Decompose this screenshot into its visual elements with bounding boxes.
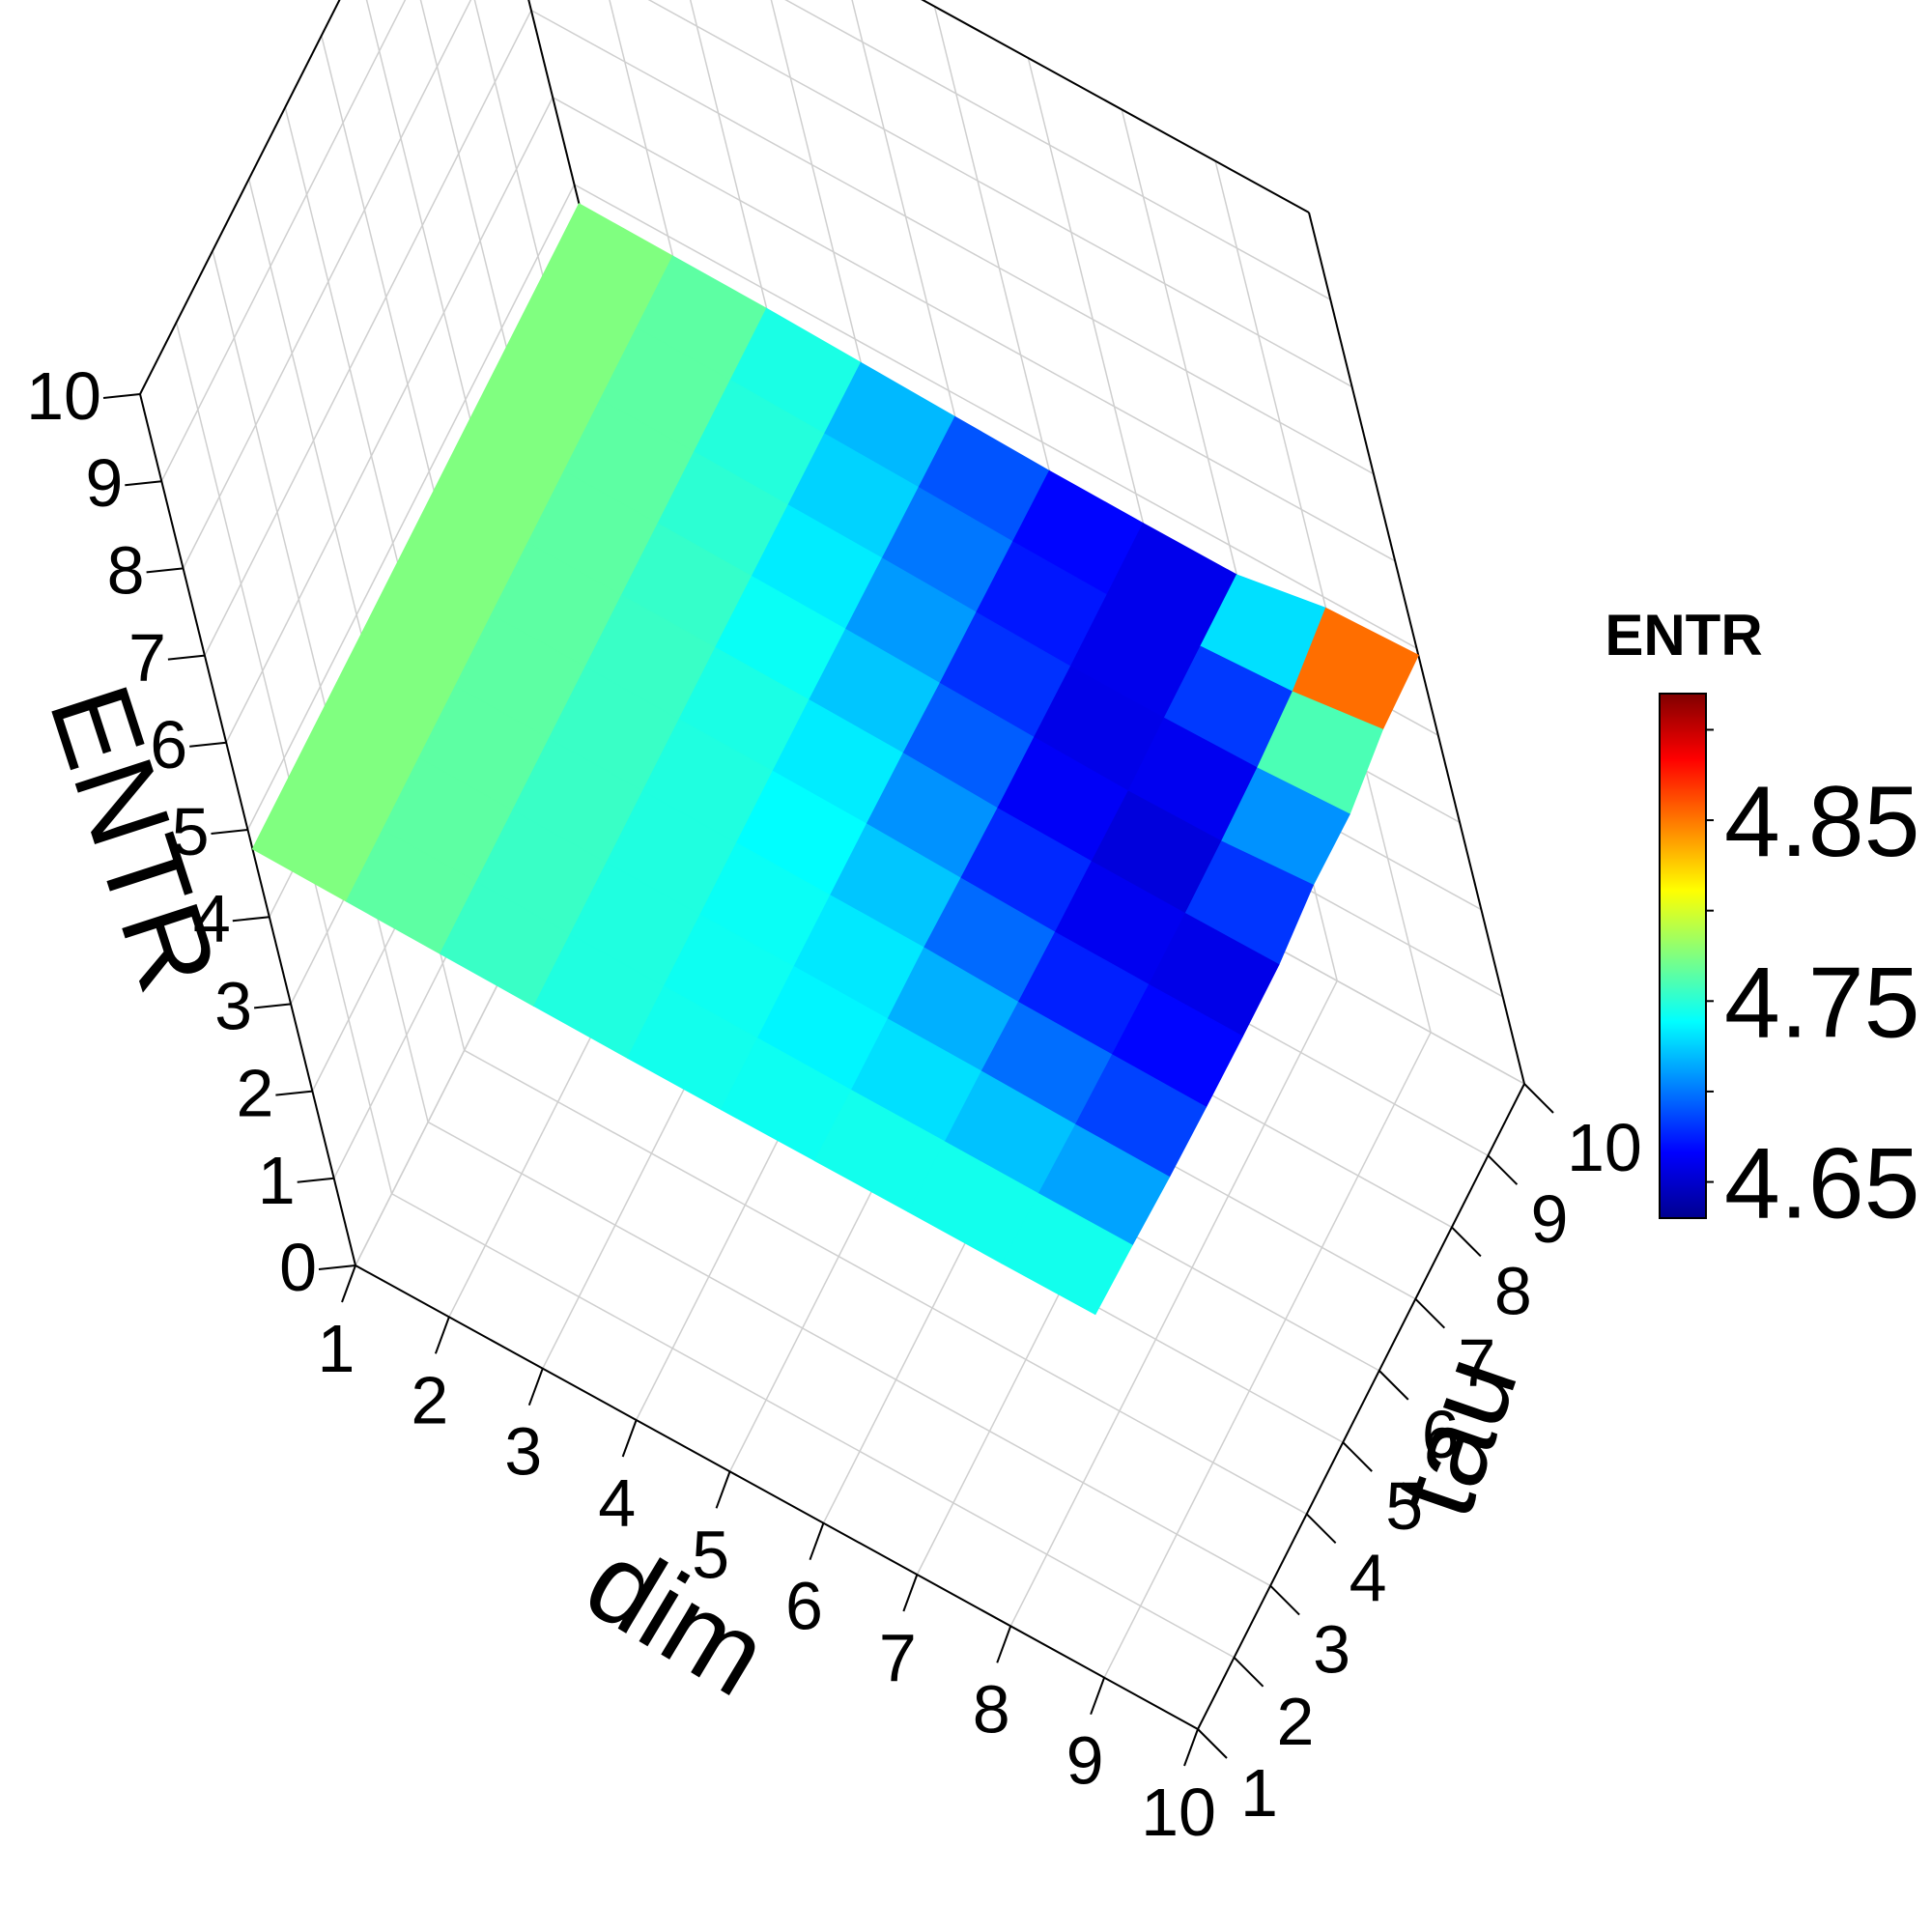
z-tick-label: 8 [107, 532, 145, 608]
y-tick-label: 1 [1240, 1755, 1278, 1831]
z-tick [125, 480, 162, 487]
x-tick [715, 1470, 731, 1509]
grid-line [391, 1193, 1235, 1659]
x-tick [1183, 1728, 1199, 1767]
surface-cell [1001, 1193, 1133, 1316]
y-tick [1342, 1441, 1373, 1472]
z-tick-label: 3 [214, 968, 252, 1043]
z-tick-label: 4 [193, 881, 231, 956]
z-tick [102, 393, 141, 399]
y-tick-label: 8 [1494, 1253, 1532, 1328]
colorbar: ENTR 4.65 4.75 4.85 [1605, 603, 1919, 1240]
grid-line [1103, 1032, 1432, 1679]
y-tick [1197, 1728, 1228, 1759]
axis-edge [139, 0, 341, 395]
y-tick-label: 4 [1350, 1540, 1387, 1615]
y-tick [1233, 1657, 1264, 1688]
colorbar-label: 4.75 [1724, 947, 1919, 1059]
x-tick-label: 5 [692, 1517, 729, 1592]
y-tick-label: 9 [1530, 1181, 1568, 1257]
y-tick-label: 10 [1567, 1110, 1642, 1185]
z-tick-label: 0 [279, 1230, 317, 1305]
z-tick [232, 916, 270, 923]
z-tick [211, 829, 248, 835]
y-tick [1523, 1083, 1554, 1114]
z-tick-label: 10 [26, 358, 101, 434]
axis-edge [1197, 1083, 1525, 1730]
colorbar-label: 4.65 [1724, 1128, 1919, 1240]
z-tick [146, 567, 184, 574]
z-tick [167, 654, 206, 661]
colorbar-gradient [1659, 693, 1707, 1219]
z-tick-label: 5 [172, 794, 210, 869]
y-tick [1487, 1154, 1519, 1185]
z-tick [297, 1177, 334, 1183]
z-tick [275, 1090, 313, 1096]
z-axis-title: ENTR [25, 670, 242, 1005]
grid-line [182, 0, 1352, 569]
x-tick-label: 10 [1141, 1775, 1216, 1850]
surface-mesh [251, 203, 1419, 1316]
x-tick-label: 3 [504, 1414, 542, 1490]
y-tick [1451, 1226, 1482, 1258]
axis-edge [1308, 212, 1525, 1085]
grid-line [427, 1121, 1271, 1587]
x-axis-title: dim [565, 1517, 788, 1720]
y-tick [1305, 1513, 1337, 1545]
grid-line [464, 1049, 1308, 1515]
z-tick [318, 1264, 356, 1270]
x-tick [341, 1264, 356, 1303]
x-tick-label: 8 [973, 1671, 1010, 1747]
x-tick-label: 1 [318, 1311, 355, 1386]
x-tick-label: 9 [1066, 1723, 1104, 1799]
x-tick [621, 1419, 638, 1458]
axis-edge [355, 1264, 1199, 1730]
x-tick [1090, 1677, 1106, 1716]
x-tick-label: 6 [785, 1569, 823, 1644]
x-tick [996, 1625, 1012, 1663]
y-tick-label: 3 [1313, 1612, 1350, 1688]
x-tick-label: 7 [879, 1620, 917, 1695]
x-tick [434, 1316, 450, 1354]
y-tick-label: 6 [1422, 1397, 1460, 1472]
colorbar-title: ENTR [1605, 603, 1762, 668]
grid-line [1009, 980, 1338, 1627]
axis-edge [921, 0, 1310, 213]
x-tick [809, 1522, 825, 1561]
z-tick-label: 6 [150, 707, 187, 782]
x-tick-label: 4 [598, 1465, 636, 1541]
colorbar-ticks: 4.65 4.75 4.85 [1706, 728, 1919, 1240]
y-tick-label: 7 [1458, 1325, 1495, 1401]
y-tick-label: 5 [1385, 1468, 1423, 1544]
z-tick-label: 9 [85, 445, 123, 521]
y-tick-label: 2 [1277, 1684, 1315, 1759]
y-tick [1269, 1584, 1300, 1616]
y-tick [1414, 1297, 1446, 1329]
x-tick-label: 2 [411, 1362, 448, 1437]
x-tick [527, 1368, 544, 1406]
z-tick-label: 2 [236, 1056, 273, 1131]
z-tick-label: 7 [128, 620, 166, 696]
x-tick [902, 1574, 919, 1612]
y-tick [1378, 1370, 1409, 1401]
z-tick [253, 1003, 292, 1009]
grid-line [160, 0, 1331, 482]
colorbar-label: 4.85 [1724, 766, 1919, 878]
z-tick-label: 1 [258, 1143, 296, 1218]
z-tick [189, 741, 227, 748]
